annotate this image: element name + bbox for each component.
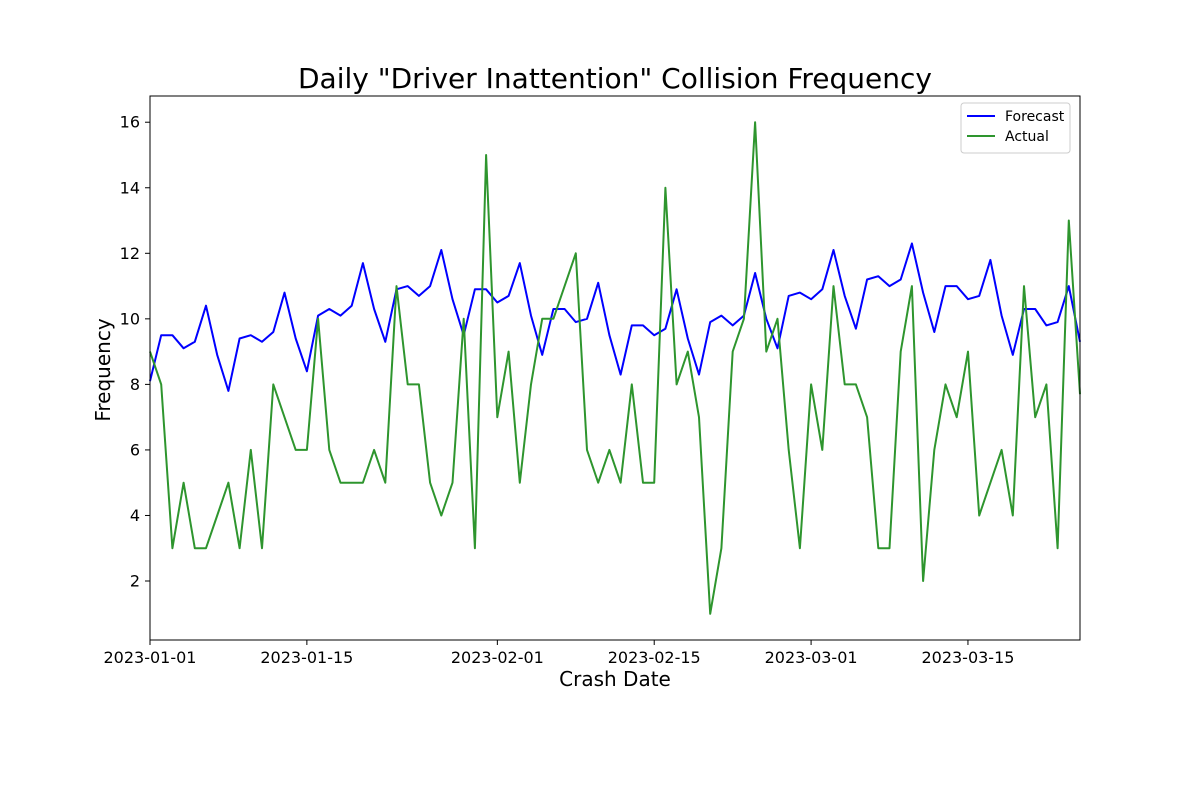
- x-tick-label: 2023-03-01: [765, 648, 858, 667]
- y-tick-label: 2: [130, 572, 140, 591]
- series-line-actual: [149, 121, 1081, 615]
- y-tick-label: 10: [120, 309, 140, 328]
- x-tick-label: 2023-01-01: [104, 648, 197, 667]
- x-tick-label: 2023-02-01: [451, 648, 544, 667]
- y-tick-label: 12: [120, 244, 140, 263]
- x-axis-title: Crash Date: [559, 667, 671, 691]
- y-tick-label: 6: [130, 440, 140, 459]
- y-tick-label: 8: [130, 375, 140, 394]
- axes-frame: [149, 95, 1081, 641]
- plot-area: [149, 121, 1081, 615]
- series-line-forecast: [149, 242, 1081, 392]
- x-tick-label: 2023-01-15: [260, 648, 353, 667]
- y-tick-label: 14: [120, 178, 140, 197]
- legend: Forecast Actual: [960, 102, 1071, 154]
- y-tick-label: 16: [120, 113, 140, 132]
- x-tick-label: 2023-03-15: [921, 648, 1014, 667]
- legend-label-forecast: Forecast: [1005, 109, 1065, 125]
- y-axis-title: Frequency: [91, 318, 115, 421]
- x-tick-label: 2023-02-15: [608, 648, 701, 667]
- axes: 2 4 6 8 10 12 14 16 2023-01-01 2023-01-15 2023-02-…: [104, 95, 1081, 667]
- y-tick-label: 4: [130, 506, 140, 525]
- chart-title: Daily "Driver Inattention" Collision Fre…: [298, 62, 932, 95]
- legend-label-actual: Actual: [1005, 129, 1049, 145]
